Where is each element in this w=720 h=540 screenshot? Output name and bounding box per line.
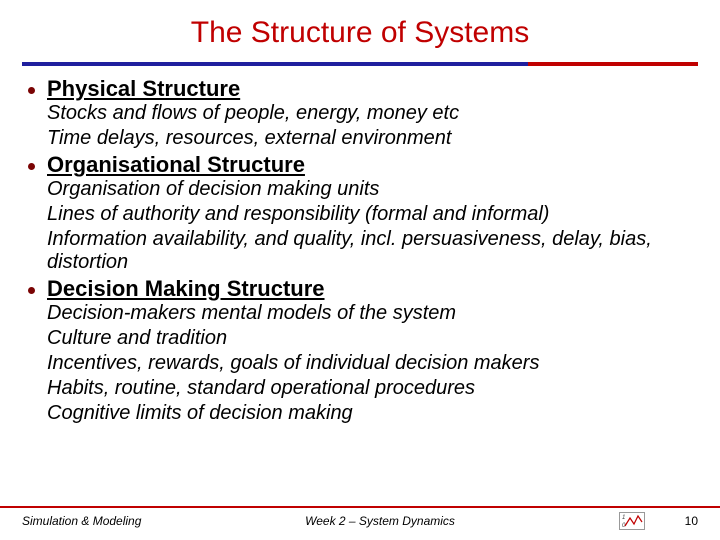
bullet-item: Physical Structure xyxy=(28,76,692,102)
bullet-heading: Organisational Structure xyxy=(47,152,305,178)
bullet-heading: Decision Making Structure xyxy=(47,276,325,302)
bullet-dot-icon xyxy=(28,87,35,94)
bullet-dot-icon xyxy=(28,287,35,294)
bullet-line: Time delays, resources, external environ… xyxy=(28,127,692,150)
svg-text:1: 1 xyxy=(622,515,625,521)
bullet-item: Organisational Structure xyxy=(28,152,692,178)
bullet-dot-icon xyxy=(28,163,35,170)
title-divider xyxy=(0,62,720,68)
divider-accent xyxy=(528,62,698,66)
chart-icon: 1 0 xyxy=(619,512,645,530)
bullet-line: Stocks and flows of people, energy, mone… xyxy=(28,102,692,125)
bullet-line: Cognitive limits of decision making xyxy=(28,402,692,425)
bullet-line: Lines of authority and responsibility (f… xyxy=(28,203,692,226)
slide-title: The Structure of Systems xyxy=(0,0,720,62)
slide-body: Physical Structure Stocks and flows of p… xyxy=(0,68,720,425)
bullet-line: Decision-makers mental models of the sys… xyxy=(28,302,692,325)
bullet-line: Incentives, rewards, goals of individual… xyxy=(28,352,692,375)
bullet-line: Information availability, and quality, i… xyxy=(28,228,692,274)
bullet-line: Organisation of decision making units xyxy=(28,178,692,201)
footer-center-text: Week 2 – System Dynamics xyxy=(141,514,618,528)
slide-footer: Simulation & Modeling Week 2 – System Dy… xyxy=(0,506,720,530)
bullet-heading: Physical Structure xyxy=(47,76,240,102)
footer-left-text: Simulation & Modeling xyxy=(22,514,141,528)
bullet-item: Decision Making Structure xyxy=(28,276,692,302)
page-number: 10 xyxy=(685,514,698,528)
bullet-line: Culture and tradition xyxy=(28,327,692,350)
bullet-line: Habits, routine, standard operational pr… xyxy=(28,377,692,400)
